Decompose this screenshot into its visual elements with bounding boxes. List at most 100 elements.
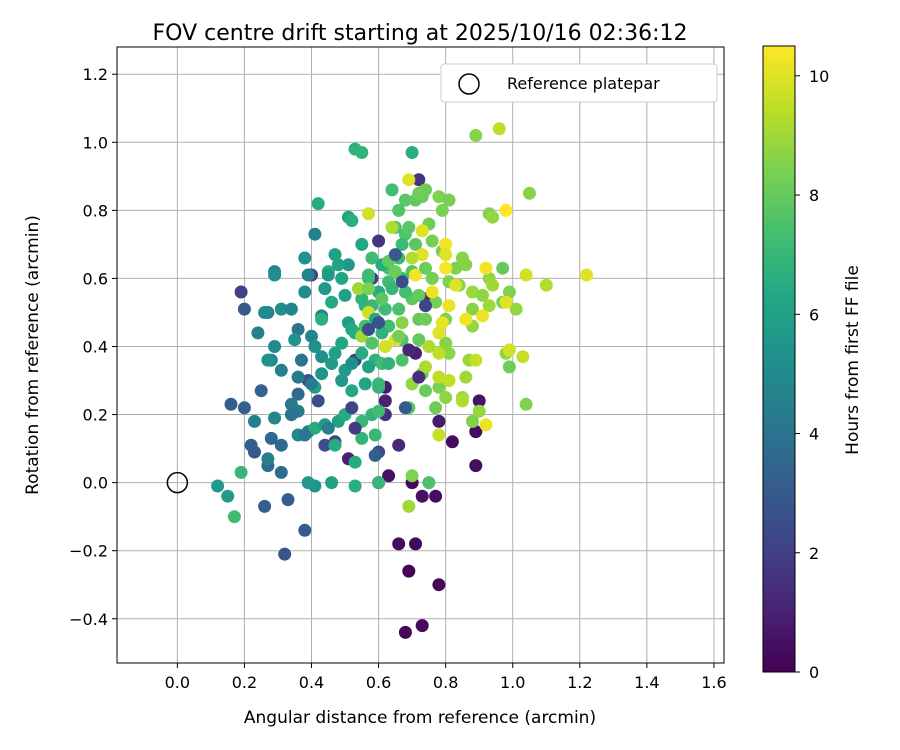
data-point bbox=[469, 425, 483, 439]
data-point bbox=[395, 353, 409, 367]
data-point bbox=[365, 251, 379, 265]
y-tick-label: −0.4 bbox=[69, 610, 108, 629]
data-point bbox=[405, 469, 419, 483]
reference-marker bbox=[166, 471, 189, 494]
x-tick-label: 1.6 bbox=[701, 673, 726, 692]
data-point bbox=[502, 285, 516, 299]
data-point bbox=[348, 421, 362, 435]
data-point bbox=[388, 265, 402, 279]
x-tick-label: 0.2 bbox=[232, 673, 257, 692]
data-point bbox=[425, 285, 439, 299]
data-point bbox=[284, 302, 298, 316]
data-point bbox=[402, 499, 416, 513]
data-point bbox=[335, 336, 349, 350]
data-point bbox=[372, 234, 386, 248]
data-point bbox=[311, 197, 325, 211]
data-point bbox=[432, 380, 446, 394]
data-point bbox=[392, 329, 406, 343]
data-point bbox=[288, 333, 302, 347]
colorbar-tick-label: 4 bbox=[809, 425, 819, 444]
x-tick-label: 0.8 bbox=[433, 673, 458, 692]
data-point bbox=[378, 340, 392, 353]
data-point bbox=[281, 493, 295, 507]
data-point bbox=[348, 455, 362, 469]
data-point bbox=[368, 428, 382, 442]
data-point bbox=[409, 537, 422, 551]
data-point bbox=[412, 288, 426, 302]
data-point bbox=[362, 282, 375, 296]
colorbar-tick-label: 8 bbox=[809, 186, 819, 205]
data-point bbox=[372, 476, 386, 490]
data-point bbox=[415, 224, 429, 238]
data-point bbox=[425, 234, 439, 248]
y-tick-label: 0.8 bbox=[83, 201, 108, 220]
data-point bbox=[415, 489, 429, 503]
data-point bbox=[372, 404, 386, 418]
data-point bbox=[315, 367, 329, 381]
data-point bbox=[325, 295, 339, 309]
data-point bbox=[466, 414, 479, 428]
data-point bbox=[398, 625, 412, 639]
data-point bbox=[308, 421, 322, 435]
data-point bbox=[435, 203, 449, 217]
data-point bbox=[251, 326, 265, 340]
data-point bbox=[476, 288, 489, 302]
data-point bbox=[274, 465, 288, 479]
data-point bbox=[432, 346, 446, 360]
data-point bbox=[268, 340, 282, 353]
data-point bbox=[449, 278, 463, 292]
data-point bbox=[345, 214, 359, 228]
data-point bbox=[486, 210, 500, 224]
data-point bbox=[298, 428, 312, 442]
data-point bbox=[305, 377, 318, 391]
data-point bbox=[429, 489, 443, 503]
data-point bbox=[476, 309, 489, 323]
data-point bbox=[261, 353, 275, 367]
data-point bbox=[445, 435, 459, 449]
data-point bbox=[432, 414, 446, 428]
data-point bbox=[435, 316, 449, 330]
data-point bbox=[398, 193, 412, 207]
data-point bbox=[580, 268, 593, 282]
data-point bbox=[328, 248, 342, 262]
data-point bbox=[328, 438, 342, 452]
data-point bbox=[321, 268, 335, 282]
y-axis-label: Rotation from reference (arcmin) bbox=[23, 215, 43, 495]
legend-marker-icon bbox=[458, 73, 480, 95]
data-point bbox=[298, 251, 312, 265]
data-point bbox=[345, 401, 359, 415]
data-point bbox=[237, 302, 251, 316]
y-tick-label: 0.0 bbox=[83, 474, 108, 493]
data-point bbox=[258, 306, 272, 319]
data-point bbox=[291, 370, 305, 384]
data-point bbox=[499, 295, 513, 309]
data-point bbox=[264, 431, 278, 445]
data-point bbox=[291, 387, 305, 401]
data-point bbox=[375, 326, 389, 340]
data-point bbox=[402, 343, 416, 357]
data-point bbox=[305, 329, 318, 343]
data-point bbox=[348, 479, 362, 493]
data-point bbox=[486, 278, 500, 292]
data-point bbox=[358, 377, 372, 391]
chart-title: FOV centre drift starting at 2025/10/16 … bbox=[153, 21, 688, 46]
data-point bbox=[382, 357, 396, 370]
data-point bbox=[432, 370, 446, 384]
data-point bbox=[415, 248, 429, 262]
data-point bbox=[539, 278, 553, 292]
data-point bbox=[248, 414, 261, 428]
colorbar-tick-label: 10 bbox=[809, 67, 829, 86]
data-point bbox=[405, 251, 419, 265]
data-point bbox=[254, 384, 268, 398]
data-point bbox=[442, 193, 456, 207]
data-point bbox=[419, 384, 432, 398]
data-point bbox=[469, 353, 483, 367]
data-point bbox=[509, 302, 523, 316]
axis-ticks: 0.0 0.2 0.4 0.6 0.8 1.0 1.2 1.4 1.6 −0.4 −0.2 0.0 0.… bbox=[69, 65, 727, 692]
data-point bbox=[392, 438, 406, 452]
x-axis-label: Angular distance from reference (arcmin) bbox=[244, 708, 596, 728]
data-point bbox=[419, 261, 432, 275]
data-point bbox=[519, 397, 533, 411]
plot-frame bbox=[116, 46, 725, 664]
